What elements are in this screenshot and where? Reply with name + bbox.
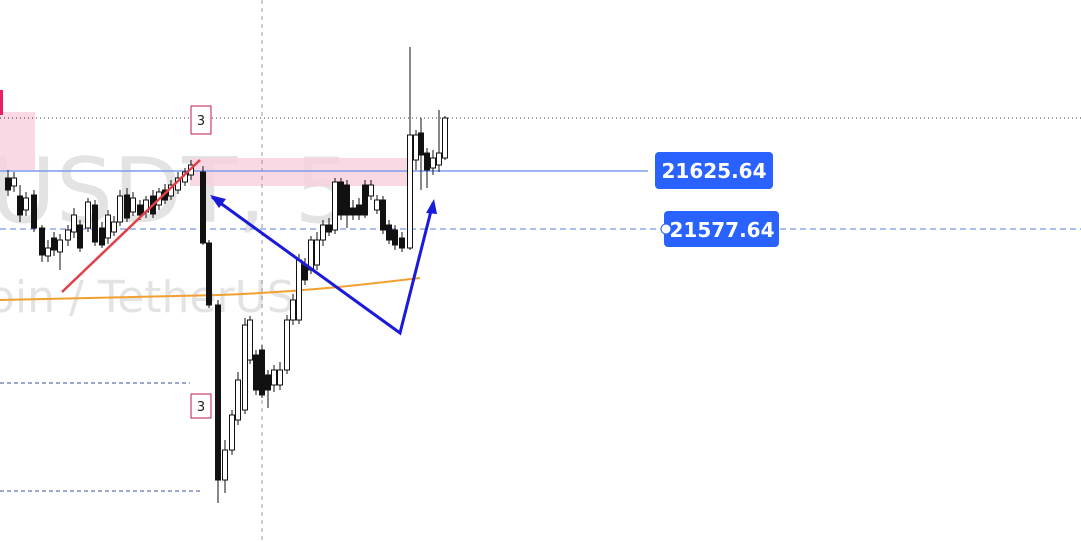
candle-part xyxy=(344,184,350,216)
moving-average xyxy=(0,277,421,301)
watermark-symbol: USDT, 5 xyxy=(0,139,352,244)
marker: 3 xyxy=(197,114,205,129)
candle-part xyxy=(31,194,37,229)
candle-part xyxy=(320,224,326,241)
trend-line xyxy=(61,159,201,293)
candle-part xyxy=(362,184,368,216)
candle-part xyxy=(99,227,105,246)
price-label-box xyxy=(664,211,779,247)
candle-part xyxy=(105,214,111,239)
candle-part xyxy=(77,224,83,249)
zone-edge xyxy=(0,90,3,115)
candle-part xyxy=(39,227,45,256)
candle-part xyxy=(57,239,63,253)
candle-part xyxy=(413,134,419,161)
candle-part xyxy=(85,201,91,229)
candle-part xyxy=(51,237,57,251)
marker-box xyxy=(190,393,212,419)
candle-part xyxy=(235,379,241,421)
drawing-path xyxy=(211,195,435,336)
candle-part xyxy=(71,214,77,233)
candle-part xyxy=(296,259,302,321)
price-label: 21625.64 xyxy=(661,159,766,183)
candle-part xyxy=(65,229,71,241)
candle-part xyxy=(368,184,374,197)
candle-part xyxy=(386,224,392,241)
candle-part xyxy=(399,237,405,249)
candle-part xyxy=(271,369,277,386)
candle-part xyxy=(392,229,398,246)
candle-part xyxy=(124,194,130,219)
candle-part xyxy=(200,171,206,244)
candle-part xyxy=(418,132,424,156)
marker-box xyxy=(190,105,212,135)
candle-part xyxy=(374,199,380,211)
candle-part xyxy=(215,304,221,481)
candle-part xyxy=(247,319,253,361)
candle-part xyxy=(45,247,51,257)
handle xyxy=(660,223,672,235)
candle-part xyxy=(442,117,448,159)
candle-part xyxy=(92,204,98,243)
candle-part xyxy=(17,195,23,216)
marker: 3 xyxy=(197,400,205,415)
candle-part xyxy=(253,354,259,391)
candle-part xyxy=(229,414,235,451)
zone xyxy=(190,158,410,186)
price-label: 21577.64 xyxy=(669,218,774,242)
candle-part xyxy=(424,152,430,171)
candle-part xyxy=(284,319,290,371)
candle-part xyxy=(356,204,362,216)
candle-part xyxy=(290,299,296,321)
candle-part xyxy=(350,207,356,216)
candle-part xyxy=(436,152,442,166)
candle-part xyxy=(277,369,283,386)
candles xyxy=(5,47,448,503)
zone xyxy=(0,112,35,170)
candle-part xyxy=(259,349,265,396)
arrow-head xyxy=(210,195,226,208)
candle-part xyxy=(117,195,123,223)
price-label-box xyxy=(655,152,773,189)
candle-part xyxy=(11,177,17,187)
candle-part xyxy=(314,239,320,266)
candle-part xyxy=(326,224,332,233)
arrow-head xyxy=(426,199,437,214)
candle-part xyxy=(265,374,271,391)
candle-part xyxy=(206,242,212,306)
candle-part xyxy=(111,221,117,233)
candle-part xyxy=(430,157,436,169)
candle-part xyxy=(338,181,344,216)
candle-part xyxy=(222,449,228,481)
candle-part xyxy=(380,199,386,231)
candle-part xyxy=(407,134,413,249)
candle-part xyxy=(242,324,248,411)
candle-part xyxy=(5,177,11,191)
candle-part xyxy=(23,197,29,211)
candle-part xyxy=(332,181,338,231)
candle-part xyxy=(130,197,136,213)
candle-part xyxy=(137,204,143,216)
